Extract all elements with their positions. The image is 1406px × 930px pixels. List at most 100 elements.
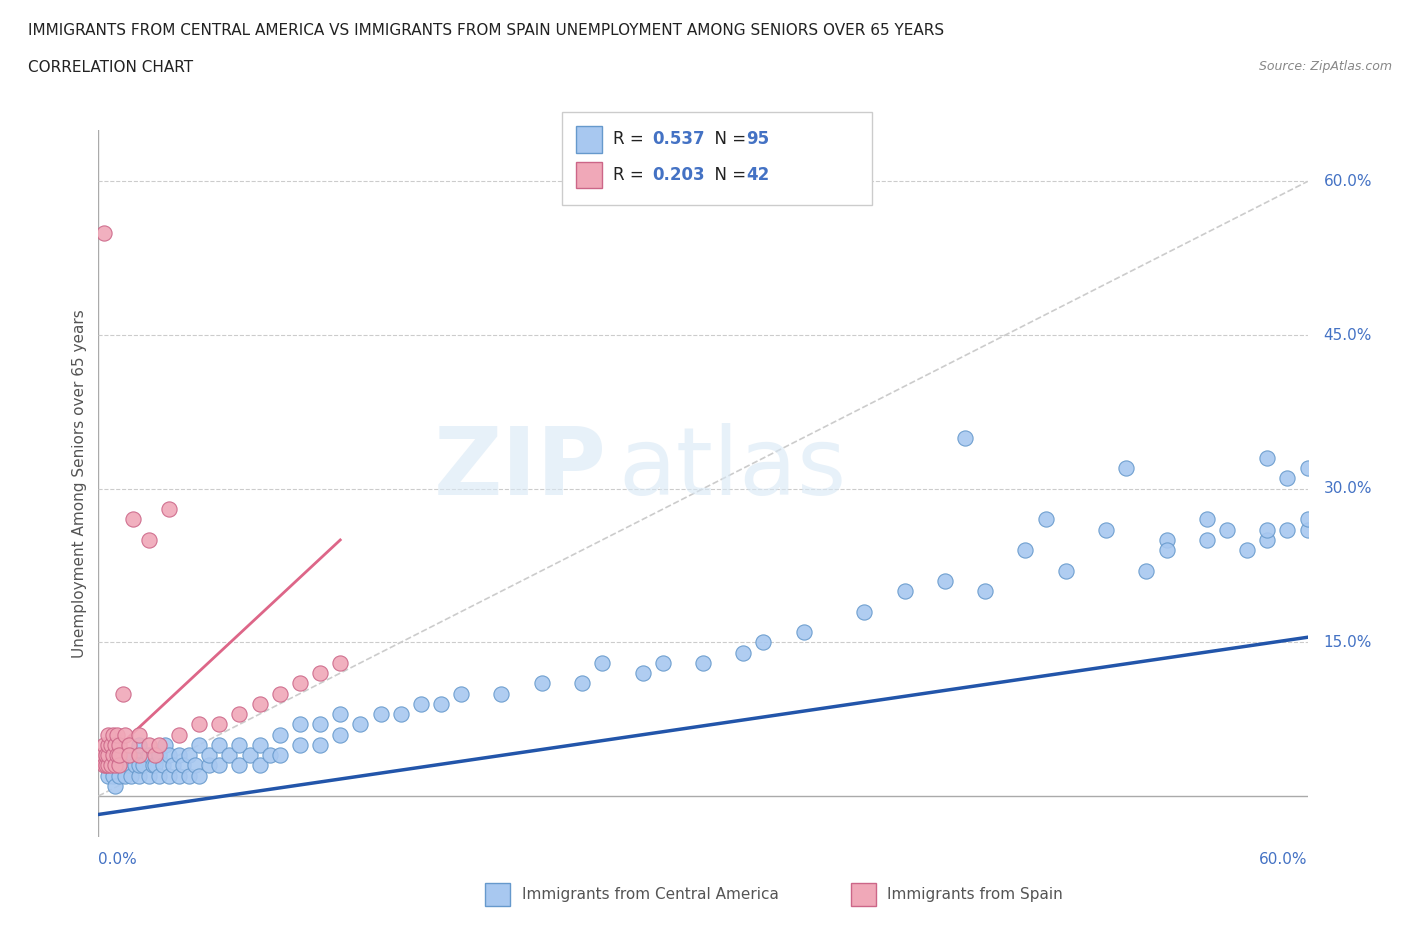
Point	[188, 768, 211, 783]
Point	[118, 748, 141, 763]
Point	[96, 748, 118, 763]
Point	[329, 707, 352, 722]
Point	[450, 686, 472, 701]
Point	[157, 768, 180, 783]
Point	[153, 737, 176, 752]
Point	[249, 737, 271, 752]
Point	[953, 430, 976, 445]
Text: 95: 95	[747, 130, 769, 149]
Point	[1115, 460, 1137, 475]
Point	[591, 656, 613, 671]
Point	[1156, 533, 1178, 548]
Point	[1277, 523, 1299, 538]
Point	[100, 758, 122, 773]
Text: 45.0%: 45.0%	[1323, 327, 1372, 342]
Point	[208, 758, 231, 773]
Point	[228, 707, 250, 722]
Point	[103, 737, 125, 752]
Point	[111, 758, 134, 773]
Point	[309, 666, 332, 681]
Point	[934, 574, 956, 589]
Point	[309, 717, 332, 732]
Point	[93, 737, 115, 752]
Point	[269, 686, 291, 701]
Point	[105, 758, 128, 773]
Point	[97, 768, 120, 783]
Point	[128, 768, 150, 783]
Point	[249, 758, 271, 773]
Point	[218, 748, 240, 763]
Point	[188, 717, 211, 732]
Point	[128, 748, 150, 763]
Point	[1195, 533, 1218, 548]
Point	[1156, 543, 1178, 558]
Point	[1135, 564, 1157, 578]
Point	[107, 748, 129, 763]
Point	[107, 748, 129, 763]
Text: 0.203: 0.203	[652, 166, 704, 184]
Point	[121, 748, 143, 763]
Text: 60.0%: 60.0%	[1260, 853, 1308, 868]
Y-axis label: Unemployment Among Seniors over 65 years: Unemployment Among Seniors over 65 years	[72, 309, 87, 658]
Text: 60.0%: 60.0%	[1323, 174, 1372, 189]
Point	[1195, 512, 1218, 527]
Text: R =: R =	[613, 166, 650, 184]
Text: 0.0%: 0.0%	[98, 853, 138, 868]
Point	[157, 748, 180, 763]
Point	[269, 727, 291, 742]
Point	[1277, 471, 1299, 485]
Point	[1296, 512, 1319, 527]
Point	[107, 737, 129, 752]
Point	[103, 778, 125, 793]
Point	[631, 666, 654, 681]
Text: 42: 42	[747, 166, 770, 184]
Point	[974, 584, 997, 599]
Text: Immigrants from Spain: Immigrants from Spain	[887, 887, 1063, 902]
Point	[752, 635, 775, 650]
Point	[389, 707, 412, 722]
Point	[288, 737, 311, 752]
Point	[1256, 523, 1278, 538]
Point	[162, 758, 184, 773]
Text: 15.0%: 15.0%	[1323, 635, 1372, 650]
Point	[288, 717, 311, 732]
Point	[1256, 533, 1278, 548]
Point	[118, 758, 141, 773]
Text: atlas: atlas	[619, 423, 846, 515]
Text: CORRELATION CHART: CORRELATION CHART	[28, 60, 193, 75]
Point	[1236, 543, 1258, 558]
Point	[101, 768, 124, 783]
Point	[793, 625, 815, 640]
Point	[118, 737, 141, 752]
Point	[853, 604, 876, 619]
Point	[167, 768, 190, 783]
Point	[208, 717, 231, 732]
Point	[128, 737, 150, 752]
Point	[249, 697, 271, 711]
Point	[121, 512, 143, 527]
Point	[148, 768, 170, 783]
Point	[651, 656, 673, 671]
Point	[184, 758, 207, 773]
Point	[138, 533, 160, 548]
Point	[288, 676, 311, 691]
Text: IMMIGRANTS FROM CENTRAL AMERICA VS IMMIGRANTS FROM SPAIN UNEMPLOYMENT AMONG SENI: IMMIGRANTS FROM CENTRAL AMERICA VS IMMIG…	[28, 23, 945, 38]
Point	[138, 768, 160, 783]
Point	[93, 225, 115, 240]
Point	[1256, 450, 1278, 465]
Point	[530, 676, 553, 691]
Point	[329, 727, 352, 742]
Point	[148, 737, 170, 752]
Point	[132, 758, 155, 773]
Point	[97, 758, 120, 773]
Point	[239, 748, 262, 763]
Point	[101, 727, 124, 742]
Point	[1035, 512, 1057, 527]
Point	[269, 748, 291, 763]
Point	[893, 584, 915, 599]
Text: ZIP: ZIP	[433, 423, 606, 515]
Point	[571, 676, 593, 691]
Text: 0.537: 0.537	[652, 130, 704, 149]
Point	[349, 717, 371, 732]
Point	[143, 748, 166, 763]
